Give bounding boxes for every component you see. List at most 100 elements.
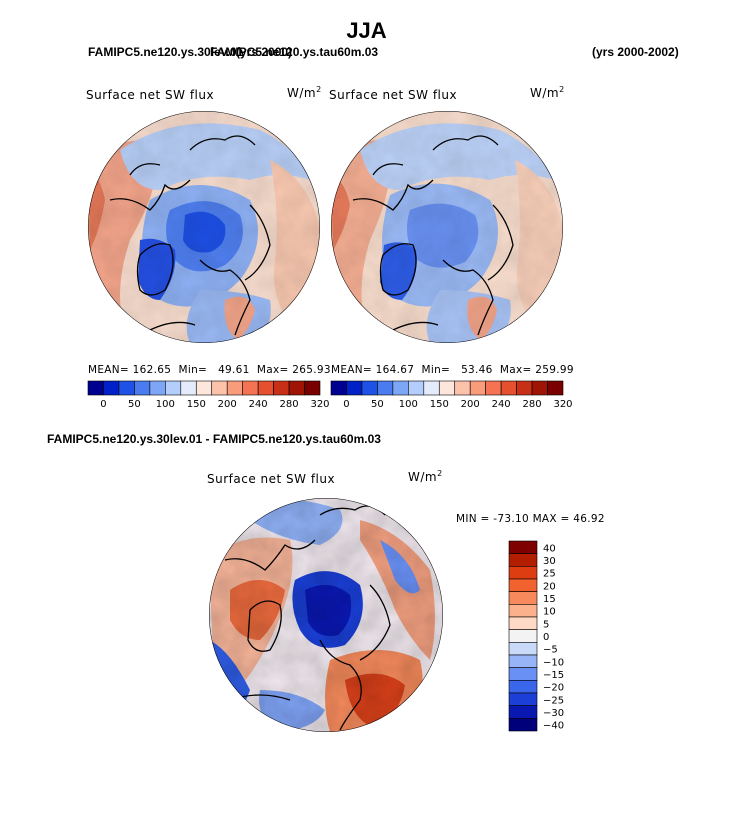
diff-map <box>209 498 443 732</box>
right-colorbar-label: 320 <box>553 399 572 410</box>
diff-colorbar-box <box>508 692 538 706</box>
left-colorbar-box <box>103 380 120 396</box>
right-colorbar-box <box>485 380 502 396</box>
left-colorbar-label: 320 <box>310 399 329 410</box>
diff-colorbar-box <box>508 667 538 681</box>
right-colorbar-box <box>377 380 394 396</box>
right-colorbar-box <box>454 380 471 396</box>
right-colorbar-label: 200 <box>461 399 480 410</box>
diff-colorbar-label: 30 <box>543 556 556 567</box>
right-coastlines <box>352 135 514 336</box>
page-title: JJA <box>346 18 387 43</box>
diff-colorbar-label: −10 <box>543 657 564 668</box>
left-colorbar-label: 200 <box>218 399 237 410</box>
left-colorbar-box <box>226 380 243 396</box>
left-colorbar-label: 240 <box>249 399 268 410</box>
left-colorbar: 0 50 100 150 200 240 280 320 <box>87 380 330 410</box>
left-colorbar-box <box>273 380 290 396</box>
diff-colorbar-label: 20 <box>543 581 556 592</box>
diff-colorbar-label: 5 <box>543 619 549 630</box>
right-colorbar-label: 100 <box>399 399 418 410</box>
right-variable-title: Surface net SW flux <box>329 88 458 102</box>
right-colorbar-box <box>408 380 425 396</box>
left-colorbar-label: 150 <box>187 399 206 410</box>
diff-colorbar-label: −40 <box>543 721 564 732</box>
right-colorbar-label: 280 <box>523 399 542 410</box>
left-colorbar-box <box>165 380 182 396</box>
right-colorbar-label: 0 <box>343 399 349 410</box>
left-colorbar-box <box>288 380 305 396</box>
left-colorbar-box <box>211 380 228 396</box>
diff-title: FAMIPC5.ne120.ys.30lev.01 - FAMIPC5.ne12… <box>47 432 381 446</box>
diff-colorbar-label: 0 <box>543 632 549 643</box>
right-years: (yrs 2000-2002) <box>592 45 679 59</box>
right-colorbar-box <box>500 380 517 396</box>
right-colorbar-box <box>547 380 564 396</box>
left-coastlines <box>109 135 271 336</box>
left-colorbar-box <box>134 380 151 396</box>
diff-colorbar-label: −30 <box>543 708 564 719</box>
right-colorbar-box <box>438 380 456 396</box>
right-colorbar-box <box>516 380 533 396</box>
diff-colorbar-box <box>508 705 538 719</box>
diff-colorbar-box <box>508 578 538 592</box>
diff-colorbar-box <box>508 553 538 567</box>
diff-colorbar-label: 10 <box>543 607 556 618</box>
right-colorbar-box <box>531 380 548 396</box>
diff-colorbar-label: 40 <box>543 543 556 554</box>
right-colorbar-box <box>361 380 378 396</box>
diff-colorbar-box <box>508 642 538 656</box>
right-colorbar-box <box>346 380 363 396</box>
left-colorbar-box <box>87 380 104 396</box>
left-colorbar-label: 280 <box>280 399 299 410</box>
left-colorbar-box <box>257 380 274 396</box>
diff-colorbar-box <box>508 616 538 630</box>
right-colorbar-box <box>392 380 409 396</box>
diff-minmax: MIN = -73.10 MAX = 46.92 <box>456 513 605 525</box>
diff-colorbar-box <box>508 629 538 643</box>
diff-colorbar-box <box>508 591 538 605</box>
diff-colorbar-label: −5 <box>543 645 558 656</box>
left-colorbar-label: 50 <box>128 399 141 410</box>
right-colorbar-box <box>469 380 486 396</box>
diff-colorbar-label: −25 <box>543 695 564 706</box>
right-colorbar-label: 150 <box>430 399 449 410</box>
left-colorbar-box <box>304 380 321 396</box>
left-map <box>88 111 320 343</box>
right-colorbar-label: 240 <box>492 399 511 410</box>
diff-units: W/m2 <box>408 469 443 484</box>
left-years: (yrs 2000) <box>236 45 293 59</box>
diff-colorbar-box <box>508 718 538 732</box>
diff-colorbar-label: 25 <box>543 569 556 580</box>
diff-colorbar-label: 15 <box>543 594 556 605</box>
left-colorbar-label: 0 <box>100 399 106 410</box>
right-colorbar-box <box>423 380 440 396</box>
left-variable-title: Surface net SW flux <box>86 88 215 102</box>
left-colorbar-box <box>180 380 197 396</box>
diff-colorbar-box <box>508 540 538 554</box>
right-stats: MEAN= 164.67 Min= 53.46 Max= 259.99 <box>331 364 574 376</box>
diff-variable-title: Surface net SW flux <box>207 472 336 486</box>
left-colorbar-box <box>118 380 135 396</box>
diff-colorbar-box <box>508 566 538 580</box>
left-colorbar-box <box>149 380 166 396</box>
left-case-name: FAMIPC5.ne120.ys.30lev.01 <box>88 45 244 59</box>
left-units: W/m2 <box>287 85 322 100</box>
right-colorbar: 0 50 100 150 200 240 280 320 <box>330 380 573 410</box>
diff-colorbar-label: −20 <box>543 683 564 694</box>
diff-colorbar-box <box>508 680 538 694</box>
left-stats: MEAN= 162.65 Min= 49.61 Max= 265.93 <box>88 364 331 376</box>
left-colorbar-box <box>242 380 259 396</box>
diff-colorbar-box <box>508 654 538 668</box>
right-case-name: FAMIPC5.ne120.ys.tau60m.03 <box>210 45 379 59</box>
right-map <box>331 111 563 343</box>
right-colorbar-label: 50 <box>371 399 384 410</box>
right-colorbar-box <box>330 380 347 396</box>
right-units: W/m2 <box>530 85 565 100</box>
left-colorbar-box <box>195 380 213 396</box>
left-colorbar-label: 100 <box>156 399 175 410</box>
diff-colorbar-label: −15 <box>543 670 564 681</box>
diff-colorbar-box <box>508 604 538 618</box>
